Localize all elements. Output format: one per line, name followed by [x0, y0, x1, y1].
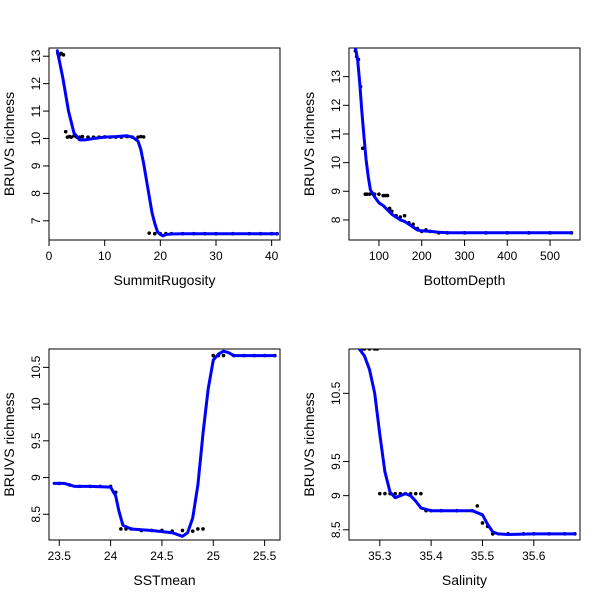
- panel-1: 0 10 20 30 40 7 8 9 10 11 12 13 SummitRugosity BRUVS …: [1, 47, 281, 288]
- data-point: [119, 527, 123, 531]
- data-point: [475, 504, 480, 508]
- x-tick-label: 23.5: [48, 549, 72, 563]
- y-tick-label: 10.5: [329, 381, 343, 405]
- fitted-curve-line: [52, 349, 277, 538]
- data-point: [80, 134, 85, 139]
- x-tick-label: 25: [207, 549, 221, 563]
- y-tick-label: 11: [29, 105, 43, 118]
- y-tick-label: 8.5: [329, 521, 343, 538]
- plot-frame: [48, 47, 281, 241]
- y-tick-label: 10: [29, 397, 43, 411]
- data-point: [375, 349, 380, 351]
- x-axis-label: Salinity: [442, 572, 487, 588]
- y-tick-label: 9: [329, 492, 343, 499]
- data-point: [221, 353, 226, 358]
- data-point: [190, 529, 195, 533]
- data-point: [383, 491, 387, 496]
- x-axis-label: SSTmean: [133, 572, 195, 588]
- x-tick-label: 24.5: [150, 549, 174, 563]
- data-point: [136, 135, 140, 139]
- fitted-curve-line: [357, 349, 577, 536]
- y-tick-label: 13: [29, 49, 43, 63]
- data-layer: [357, 349, 577, 536]
- data-point: [141, 135, 146, 139]
- panel-3: 23.5 24 24.5 25 25.5 8.5 9 9.5 10 10.5 SSTmean BRUV…: [1, 348, 281, 588]
- panel-4: 35.3 35.4 35.5 35.6 8.5 9 9.5 10.5 Salinity BRUVS…: [301, 348, 581, 588]
- y-tick-label: 10: [329, 156, 343, 170]
- y-tick-label: 10.5: [29, 355, 43, 379]
- data-point: [413, 491, 418, 496]
- x-axis-label: BottomDepth: [424, 272, 506, 288]
- data-point: [69, 135, 74, 139]
- data-point: [367, 192, 372, 196]
- y-tick-label: 8: [329, 216, 343, 223]
- data-point: [385, 193, 390, 198]
- y-tick-label: 9: [329, 188, 343, 195]
- panel-2: 100 200 300 400 500 8 9 10 11 12 13 BottomDepth BRUV…: [301, 47, 581, 288]
- x-tick-label: 30: [209, 249, 223, 263]
- data-layer: [52, 349, 277, 538]
- data-point: [365, 192, 369, 196]
- data-layer: [353, 48, 574, 235]
- x-tick-label: 24: [104, 549, 118, 563]
- y-tick-label: 9.5: [29, 432, 43, 449]
- y-tick-label: 7: [29, 217, 43, 224]
- data-layer: [55, 49, 280, 238]
- x-tick-label: 35.3: [368, 549, 392, 563]
- y-axis-label: BRUVS richness: [1, 392, 17, 496]
- x-tick-label: 200: [412, 249, 432, 263]
- data-point: [378, 491, 382, 496]
- fitted-curve-line: [353, 48, 573, 235]
- plot-frame: [348, 348, 581, 541]
- y-tick-label: 10: [29, 132, 43, 146]
- data-point: [152, 231, 157, 236]
- data-point: [147, 231, 151, 235]
- data-point: [196, 527, 200, 531]
- x-tick-label: 100: [369, 249, 389, 263]
- x-tick-label: 10: [98, 249, 112, 263]
- x-tick-label: 40: [265, 249, 279, 263]
- y-tick-label: 13: [329, 70, 343, 84]
- y-tick-label: 12: [329, 98, 343, 112]
- y-tick-label: 9: [29, 162, 43, 169]
- data-point: [367, 349, 372, 351]
- plot-frame: [48, 348, 281, 541]
- x-tick-label: 35.5: [471, 549, 495, 563]
- data-point: [377, 192, 381, 196]
- y-tick-label: 9: [29, 474, 43, 481]
- x-tick-label: 35.4: [419, 549, 443, 563]
- x-tick-label: 500: [540, 249, 560, 263]
- x-tick-label: 25.5: [253, 549, 277, 563]
- y-tick-label: 8.5: [29, 506, 43, 523]
- x-tick-label: 0: [46, 249, 53, 263]
- data-point: [61, 53, 66, 57]
- fitted-curve-line: [55, 49, 279, 238]
- data-point: [393, 491, 398, 496]
- y-axis-label: BRUVS richness: [301, 92, 317, 196]
- data-point: [139, 134, 143, 139]
- data-point: [419, 491, 423, 496]
- data-point: [63, 129, 68, 134]
- x-axis-label: SummitRugosity: [114, 272, 216, 288]
- x-tick-label: 400: [497, 249, 517, 263]
- y-axis-label: BRUVS richness: [1, 92, 17, 196]
- y-tick-label: 11: [329, 127, 343, 140]
- data-point: [201, 527, 205, 531]
- y-tick-label: 9.5: [329, 453, 343, 470]
- x-tick-label: 20: [154, 249, 168, 263]
- y-tick-label: 12: [29, 77, 43, 91]
- data-point: [480, 521, 485, 525]
- x-tick-label: 300: [454, 249, 474, 263]
- y-axis-label: BRUVS richness: [301, 392, 317, 496]
- data-point: [211, 353, 216, 358]
- plot-frame: [348, 47, 581, 241]
- y-tick-label: 8: [29, 190, 43, 197]
- data-point: [180, 528, 185, 533]
- x-tick-label: 35.6: [522, 549, 546, 563]
- data-point: [402, 213, 407, 218]
- data-point: [362, 349, 367, 351]
